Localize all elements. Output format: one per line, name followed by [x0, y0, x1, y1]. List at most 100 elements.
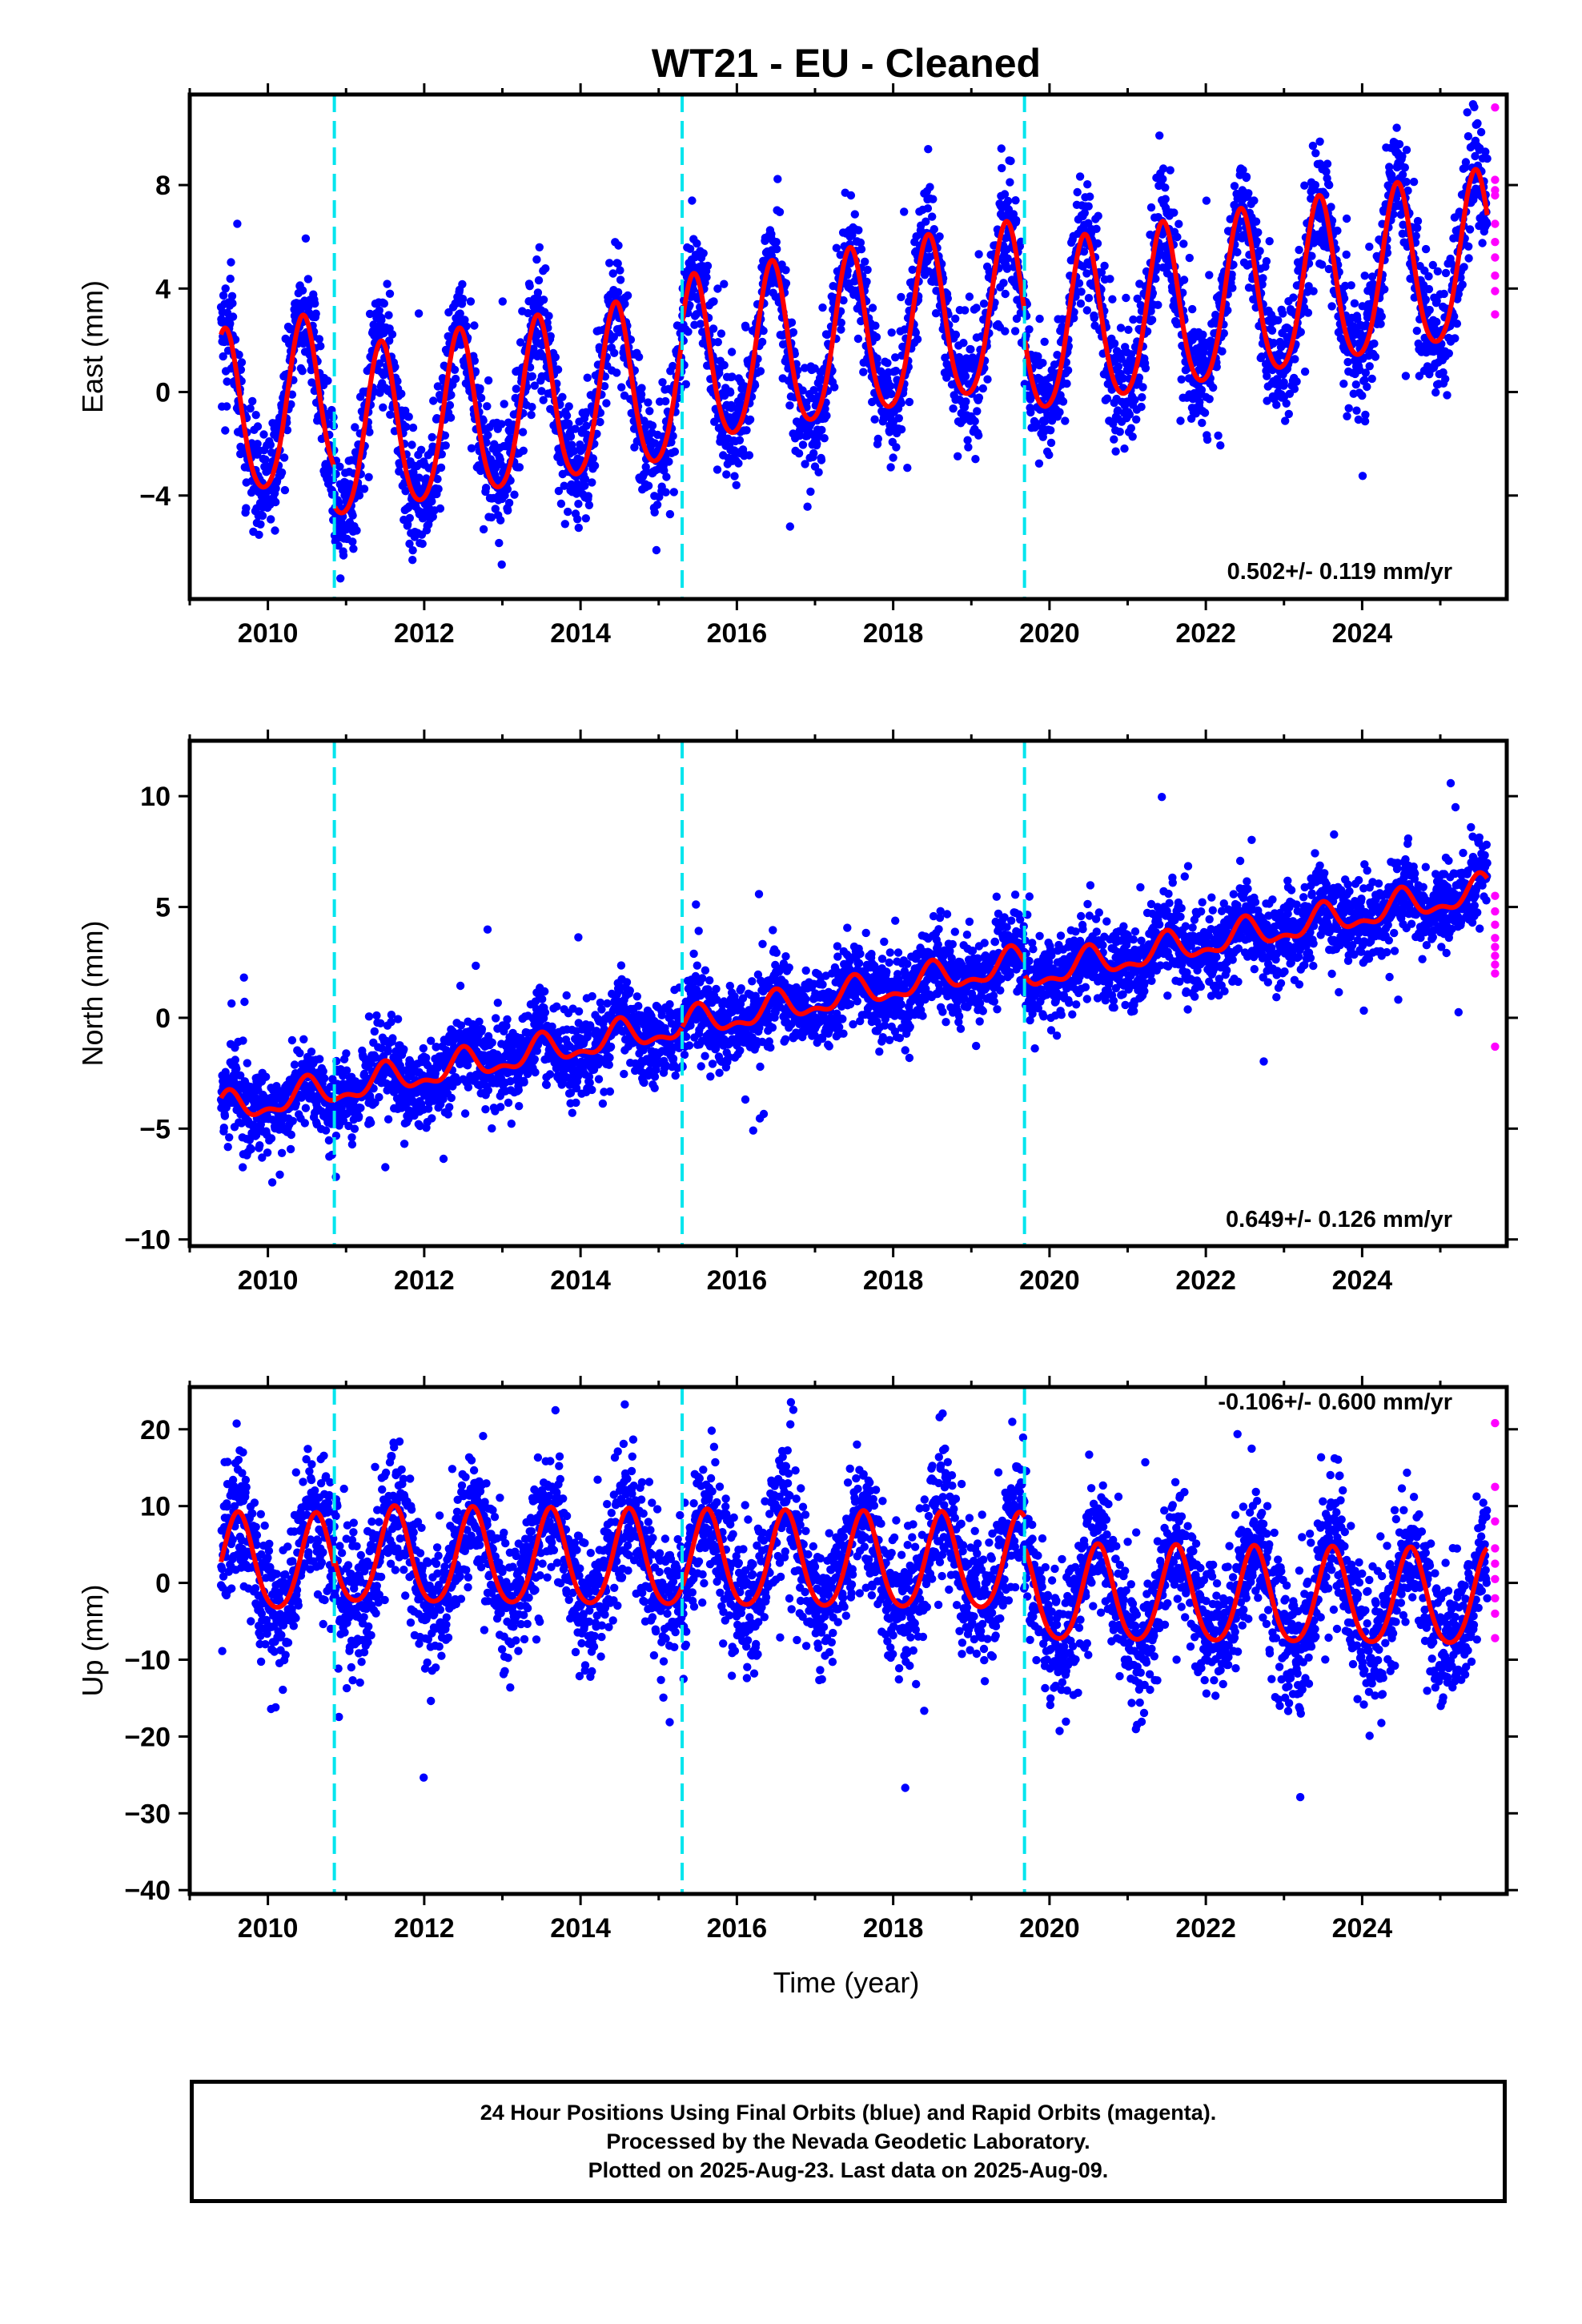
data-point	[1032, 419, 1041, 428]
data-point	[1046, 426, 1055, 435]
data-point	[873, 354, 881, 363]
data-point	[487, 513, 496, 522]
data-point	[562, 411, 572, 420]
data-point	[298, 286, 307, 295]
data-point	[974, 250, 983, 259]
data-point	[1411, 231, 1420, 240]
rapid-point	[1491, 175, 1500, 184]
data-point	[437, 450, 446, 459]
data-point	[1325, 180, 1334, 190]
data-point	[574, 500, 583, 509]
data-point	[1377, 312, 1387, 321]
data-point	[1000, 190, 1010, 199]
data-point	[1179, 275, 1189, 284]
data-point	[491, 505, 500, 513]
data-point	[685, 301, 694, 310]
data-point	[1038, 359, 1047, 368]
data-point	[741, 323, 750, 332]
data-point	[785, 401, 794, 410]
data-point	[775, 207, 785, 216]
data-point	[1084, 202, 1093, 211]
data-point	[298, 367, 307, 376]
data-point	[897, 425, 906, 434]
data-point	[1001, 289, 1010, 299]
data-point	[1363, 382, 1371, 392]
data-point	[1097, 267, 1106, 277]
data-point	[277, 468, 287, 477]
data-point	[288, 1116, 297, 1126]
data-point	[445, 400, 455, 410]
data-point	[1424, 271, 1433, 281]
data-point	[1141, 364, 1150, 372]
data-point	[1421, 244, 1431, 254]
data-point	[822, 411, 831, 420]
data-point	[584, 501, 594, 509]
data-point	[732, 480, 741, 489]
data-point	[1118, 374, 1128, 383]
data-point	[258, 511, 267, 521]
data-point	[1197, 385, 1207, 395]
x-tick-label: 2012	[394, 618, 455, 649]
data-point	[528, 403, 536, 412]
data-point	[458, 279, 467, 289]
data-point	[1161, 183, 1170, 192]
data-point	[966, 345, 975, 354]
data-point	[903, 464, 912, 472]
data-point	[1158, 175, 1167, 183]
data-point	[1398, 170, 1407, 179]
data-point	[1233, 247, 1242, 257]
data-point	[1110, 435, 1118, 444]
data-point	[1327, 302, 1336, 311]
data-point	[613, 259, 622, 268]
data-point	[809, 386, 818, 395]
data-point	[685, 244, 695, 253]
data-point	[670, 447, 680, 456]
data-point	[789, 328, 798, 337]
data-point	[600, 382, 609, 391]
data-point	[304, 302, 313, 311]
data-point	[1352, 406, 1361, 415]
data-point	[772, 238, 781, 247]
data-point	[335, 462, 344, 471]
data-point	[240, 997, 249, 1007]
data-point	[1252, 237, 1262, 246]
data-point	[221, 426, 230, 435]
data-point	[1290, 384, 1299, 393]
data-point	[1151, 274, 1160, 283]
data-point	[735, 436, 745, 444]
data-point	[798, 386, 807, 395]
data-point	[794, 449, 804, 458]
data-point	[533, 288, 543, 297]
data-point	[1395, 139, 1404, 149]
data-point	[669, 361, 677, 371]
data-point	[271, 526, 279, 535]
data-point	[1279, 378, 1288, 387]
data-point	[1251, 217, 1261, 226]
data-point	[219, 1124, 228, 1132]
data-point	[949, 404, 958, 413]
data-point	[773, 175, 782, 183]
data-point	[1202, 196, 1211, 205]
data-point	[1242, 172, 1251, 181]
data-point	[923, 204, 933, 213]
data-point	[908, 265, 917, 274]
data-point	[1460, 263, 1468, 271]
data-point	[1284, 409, 1294, 419]
x-tick-label: 2022	[1175, 618, 1236, 649]
data-point	[535, 243, 544, 251]
data-point	[271, 497, 280, 507]
data-point	[440, 431, 450, 440]
data-point	[1265, 237, 1274, 246]
data-point	[223, 1143, 232, 1152]
data-point	[1392, 123, 1401, 132]
data-point	[383, 1115, 393, 1124]
x-tick-label: 2024	[1332, 618, 1393, 649]
data-point	[891, 366, 901, 376]
data-point	[1100, 261, 1109, 271]
data-point	[722, 470, 731, 479]
data-point	[773, 244, 781, 254]
data-point	[261, 455, 270, 464]
data-point	[436, 463, 446, 472]
data-point	[560, 520, 569, 529]
data-point	[436, 504, 445, 513]
